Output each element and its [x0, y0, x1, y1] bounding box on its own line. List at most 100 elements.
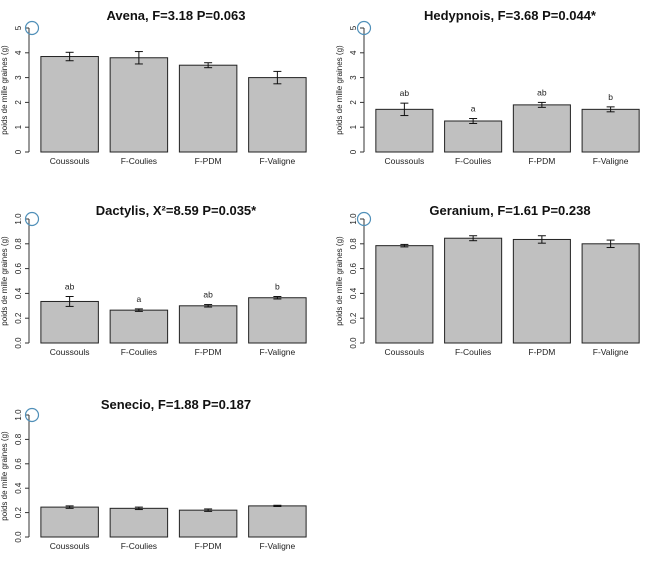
error-bar — [65, 51, 74, 62]
y-axis-label: poids de mille graines (g) — [0, 431, 9, 521]
chart-dactylis: Dactylis, X²=8.59 P=0.035* 0.0 0.2 0.4 0.6 0.… — [0, 203, 307, 357]
error-bar — [134, 506, 143, 511]
chart-title: Geranium, F=1.61 P=0.238 — [429, 203, 590, 218]
bar — [109, 57, 169, 153]
top-tick-highlight-circle — [24, 20, 40, 36]
error-bar — [469, 118, 478, 124]
top-tick-highlight-circle — [24, 211, 40, 227]
error-bar — [537, 101, 546, 108]
y-tick-label: 0.2 — [14, 506, 23, 518]
significance-letter: b — [275, 282, 280, 292]
x-tick-label: F-PDM — [528, 156, 555, 166]
y-tick-label: 0.8 — [14, 238, 23, 250]
error-bar — [273, 504, 282, 507]
y-tick-label: 4 — [349, 50, 358, 55]
bar — [178, 509, 238, 538]
bar — [40, 56, 99, 153]
significance-letter: ab — [537, 87, 547, 97]
y-tick-label: 1 — [14, 124, 23, 129]
chart-title: Hedypnois, F=3.68 P=0.044* — [424, 8, 597, 23]
error-bar — [273, 296, 282, 300]
error-bar — [204, 62, 213, 69]
x-tick-label: F-Coulies — [121, 156, 157, 166]
chart-panel-dactylis: Dactylis, X²=8.59 P=0.035* 0.0 0.2 0.4 0.6 0.… — [0, 195, 320, 375]
error-bar — [204, 508, 213, 512]
chart-hedypnois: Hedypnois, F=3.68 P=0.044* 0 1 2 3 4 5 poids de… — [335, 8, 640, 166]
bar — [444, 120, 503, 153]
x-tick-label: F-Valigne — [260, 156, 296, 166]
y-tick-label: 4 — [14, 50, 23, 55]
chart-title: Dactylis, X²=8.59 P=0.035* — [96, 203, 257, 218]
y-tick-label: 2 — [349, 100, 358, 105]
bar — [375, 108, 434, 153]
y-tick-label: 0 — [349, 149, 358, 154]
error-bar — [606, 239, 615, 249]
x-tick-label: F-PDM — [528, 347, 555, 357]
error-bar — [273, 70, 282, 85]
y-tick-label: 0.0 — [349, 337, 358, 349]
y-tick-label: 0.2 — [14, 312, 23, 324]
y-tick-label: 0.4 — [349, 287, 358, 299]
error-bar — [400, 102, 409, 117]
y-axis-label: poids de mille graines (g) — [335, 236, 344, 326]
chart-senecio: Senecio, F=1.88 P=0.187 0.0 0.2 0.4 0.6 0.8 1.… — [0, 397, 307, 551]
x-tick-label: F-PDM — [195, 541, 222, 551]
y-tick-label: 0.8 — [349, 238, 358, 250]
bar — [444, 237, 503, 344]
y-tick-label: 1.0 — [14, 409, 23, 421]
y-tick-label: 0 — [14, 149, 23, 154]
y-tick-label: 1 — [349, 124, 358, 129]
significance-letter: a — [137, 294, 142, 304]
significance-letter: a — [471, 104, 476, 114]
significance-letter: ab — [203, 290, 213, 300]
chart-panel-geranium: Geranium, F=1.61 P=0.238 0.0 0.2 0.4 0.6 0.8 1… — [320, 195, 645, 375]
top-tick-highlight-circle — [24, 407, 40, 423]
bar — [581, 243, 640, 344]
bar — [40, 506, 99, 538]
chart-panel-hedypnois: Hedypnois, F=3.68 P=0.044* 0 1 2 3 4 5 poids de… — [320, 0, 645, 185]
x-tick-label: F-Valigne — [260, 541, 296, 551]
y-tick-label: 0.8 — [14, 433, 23, 445]
bar — [248, 297, 307, 344]
y-tick-label: 5 — [14, 25, 23, 30]
x-tick-label: Coussouls — [50, 541, 90, 551]
y-tick-label: 3 — [349, 75, 358, 80]
y-axis-label: poids de mille graines (g) — [0, 45, 9, 135]
x-tick-label: F-Valigne — [260, 347, 296, 357]
bar — [581, 108, 640, 153]
y-tick-label: 0.0 — [14, 531, 23, 543]
error-bar — [134, 308, 143, 312]
x-tick-label: Coussouls — [50, 347, 90, 357]
bar — [248, 77, 307, 153]
y-tick-label: 0.0 — [14, 337, 23, 349]
significance-letter: b — [608, 92, 613, 102]
bar — [178, 64, 238, 153]
chart-geranium: Geranium, F=1.61 P=0.238 0.0 0.2 0.4 0.6 0.8 1… — [335, 203, 640, 357]
bar — [178, 305, 238, 344]
chart-panel-senecio: Senecio, F=1.88 P=0.187 0.0 0.2 0.4 0.6 0.8 1.… — [0, 387, 320, 567]
bar — [248, 505, 307, 538]
x-tick-label: F-PDM — [195, 347, 222, 357]
chart-panel-avena: Avena, F=3.18 P=0.063 0 1 2 3 4 5 poids de mill… — [0, 0, 320, 185]
significance-letter: ab — [400, 88, 410, 98]
bar — [109, 507, 169, 538]
y-tick-label: 0.4 — [14, 482, 23, 494]
x-tick-label: F-Valigne — [593, 347, 629, 357]
error-bar — [65, 505, 74, 509]
error-bar — [469, 235, 478, 242]
error-bar — [400, 243, 409, 248]
error-bar — [606, 106, 615, 113]
top-tick-highlight-circle — [356, 20, 372, 36]
x-tick-label: Coussouls — [50, 156, 90, 166]
bar — [512, 104, 571, 153]
x-tick-label: F-PDM — [195, 156, 222, 166]
x-tick-label: Coussouls — [385, 347, 425, 357]
y-tick-label: 5 — [349, 25, 358, 30]
bar — [375, 245, 434, 344]
y-tick-label: 0.6 — [14, 262, 23, 274]
x-tick-label: F-Valigne — [593, 156, 629, 166]
y-tick-label: 0.6 — [349, 262, 358, 274]
x-tick-label: Coussouls — [385, 156, 425, 166]
chart-avena: Avena, F=3.18 P=0.063 0 1 2 3 4 5 poids de mill… — [0, 8, 307, 166]
x-tick-label: F-Coulies — [121, 541, 157, 551]
